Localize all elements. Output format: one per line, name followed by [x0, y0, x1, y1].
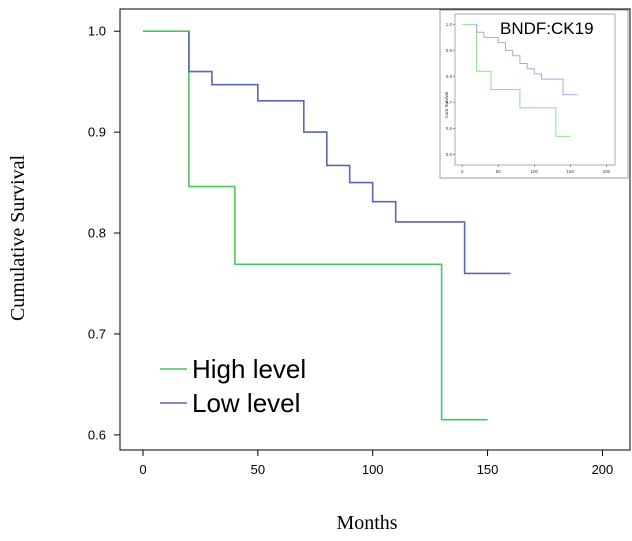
inset-label: BNDF:CK19: [500, 19, 594, 38]
inset-x-tick-label: 150: [567, 169, 575, 174]
inset-series-line-2: [476, 24, 578, 96]
inset-x-tick-label: 50: [496, 169, 502, 174]
x-axis-label: Months: [336, 512, 397, 534]
inset-series-line-1: [462, 23, 571, 137]
series-layer: [143, 30, 511, 421]
inset-frame: [439, 9, 629, 179]
series-line-low-level: [188, 31, 511, 275]
inset-chart: 0 50 100 150 200 0.5 0.6 0.7 0.8 0.9 1.0 Cum Survi…: [439, 9, 629, 179]
inset-y-tick-label: 0.6: [446, 126, 453, 131]
y-tick-label: 0.8: [88, 226, 106, 241]
inset-series-layer: [462, 23, 578, 137]
y-axis: 0.6 0.7 0.8 0.9 1.0: [88, 24, 120, 442]
legend: High level Low level: [160, 354, 306, 418]
inset-x-tick-label: 200: [603, 169, 611, 174]
y-tick-label: 1.0: [88, 24, 106, 39]
inset-y-tick-label: 0.7: [446, 100, 453, 105]
inset-y-tick-label: 0.9: [446, 48, 453, 53]
inset-x-tick-label: 100: [531, 169, 539, 174]
inset-y-tick-label: 0.8: [446, 74, 453, 79]
x-axis: 0 50 100 150 200: [139, 450, 613, 477]
y-tick-label: 0.9: [88, 125, 106, 140]
x-tick-label: 100: [362, 462, 384, 477]
y-axis-label: Cumulative Survival: [7, 155, 29, 322]
inset-x-tick-label: 0: [461, 169, 464, 174]
inset-plot-area: [454, 13, 616, 166]
legend-label-high-level: High level: [192, 354, 306, 384]
y-tick-label: 0.6: [88, 427, 106, 442]
y-tick-label: 0.7: [88, 326, 106, 341]
x-tick-label: 200: [592, 462, 614, 477]
inset-ylabel: Cum Survival: [444, 92, 449, 119]
inset-y-tick-label: 1.0: [446, 22, 453, 27]
x-tick-label: 0: [139, 462, 146, 477]
inset-axes: 0 50 100 150 200 0.5 0.6 0.7 0.8 0.9 1.0: [446, 13, 616, 174]
inset-y-tick-label: 0.5: [446, 152, 453, 157]
legend-label-low-level: Low level: [192, 388, 300, 418]
x-tick-label: 50: [251, 462, 265, 477]
x-tick-label: 150: [477, 462, 499, 477]
